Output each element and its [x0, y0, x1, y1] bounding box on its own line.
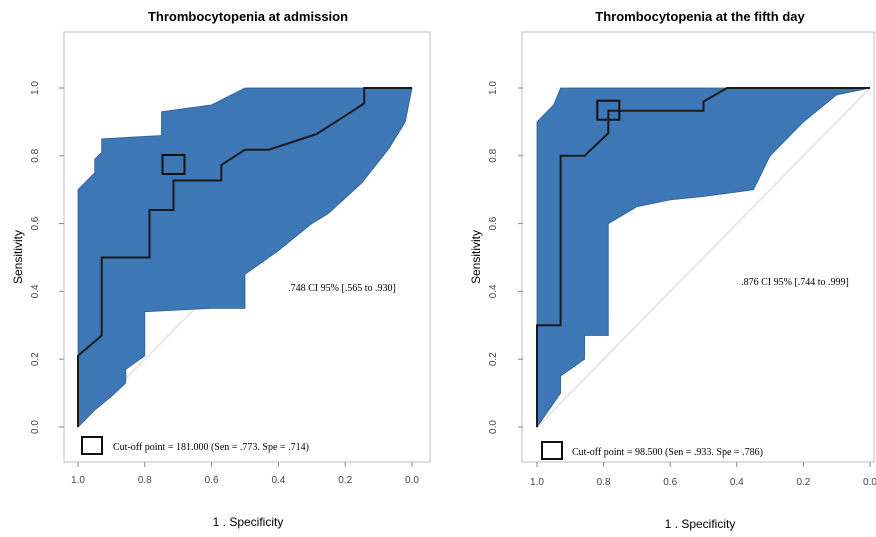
cutoff-point-marker: [161, 154, 186, 175]
x-tick-label: 0.2: [796, 477, 810, 488]
y-tick-label: 0.0: [30, 420, 41, 434]
x-tick-label: 0.2: [338, 475, 352, 486]
x-tick-label: 0.4: [271, 475, 285, 486]
x-tick-label: 1.0: [71, 475, 85, 486]
cutoff-point-marker: [596, 99, 621, 121]
auc-annotation: .876 CI 95% [.744 to .999]: [741, 277, 849, 288]
diagonal-reference-line: [536, 87, 871, 428]
y-tick-label: 1.0: [30, 81, 41, 95]
data-marks: [536, 87, 871, 429]
axis-ticks: 1.0 0.8 0.6 0.4 0.2 0.0 0.0 0.2 0.4 0.6 0.8 1.0: [30, 81, 419, 486]
data-marks: [77, 87, 413, 428]
y-tick-label: 0.6: [30, 216, 41, 230]
x-tick-label: 0.0: [863, 477, 876, 488]
x-axis-label: 1 . Specificity: [213, 515, 284, 529]
x-tick-label: 0.8: [597, 477, 611, 488]
chart-title: Thrombocytopenia at the fifth day: [595, 9, 805, 24]
roc-curve-line: [536, 87, 870, 427]
y-tick-label: 0.8: [488, 148, 499, 162]
y-axis-label: Sensitivity: [469, 230, 483, 284]
y-tick-label: 0.8: [30, 148, 41, 162]
legend-label: Cut-off point = 98.500 (Sen = .933. Spe …: [572, 447, 763, 458]
y-tick-label: 0.4: [488, 284, 499, 298]
roc-panel-fifth-day: Thrombocytopenia at the fifth day 1.0 0.8…: [469, 9, 876, 531]
x-tick-label: 0.4: [730, 477, 744, 488]
x-tick-label: 0.6: [205, 475, 219, 486]
chart-title: Thrombocytopenia at admission: [148, 9, 348, 24]
roc-panel-admission: Thrombocytopenia at admission 1.0 0.8 0.6 0…: [11, 9, 431, 529]
confidence-band: [536, 87, 871, 429]
auc-annotation: .748 CI 95% [.565 to .930]: [288, 283, 396, 294]
legend-label: Cut-off point = 181.000 (Sen = .773. Spe…: [113, 442, 309, 453]
x-tick-label: 0.0: [405, 475, 419, 486]
y-tick-label: 0.2: [30, 352, 41, 366]
y-tick-label: 0.4: [30, 284, 41, 298]
y-tick-label: 0.0: [488, 420, 499, 434]
x-tick-label: 0.6: [663, 477, 677, 488]
x-tick-label: 0.8: [138, 475, 152, 486]
roc-curve-line: [77, 87, 412, 427]
y-tick-label: 1.0: [488, 81, 499, 95]
x-tick-label: 1.0: [530, 477, 544, 488]
y-tick-label: 0.6: [488, 216, 499, 230]
axis-ticks: 1.0 0.8 0.6 0.4 0.2 0.0 0.0 0.2 0.4 0.6 0.8 1.0: [488, 81, 876, 488]
legend-box-icon: [81, 436, 103, 455]
y-axis-label: Sensitivity: [11, 230, 25, 284]
x-axis-label: 1 . Specificity: [665, 517, 736, 531]
legend-box-icon: [541, 441, 563, 460]
y-tick-label: 0.2: [488, 352, 499, 366]
